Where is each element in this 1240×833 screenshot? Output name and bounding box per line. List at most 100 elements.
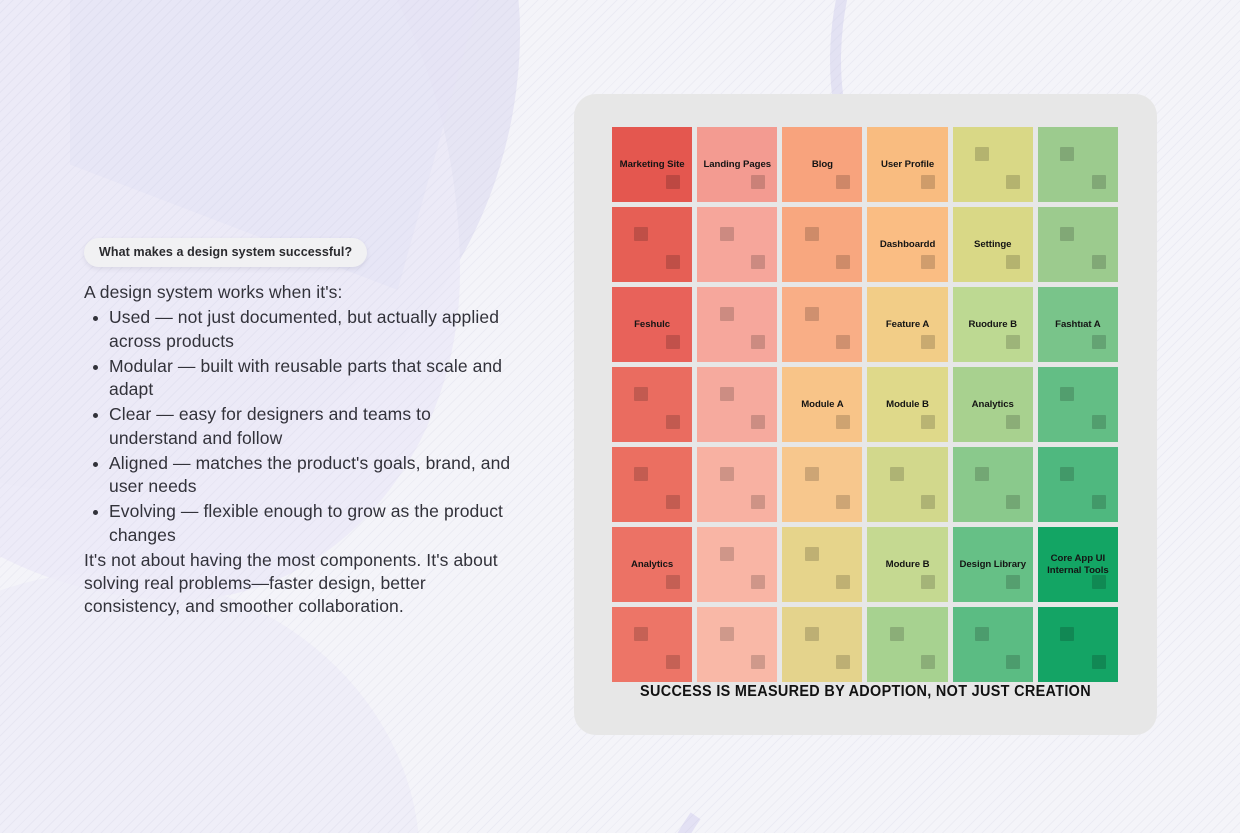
heatmap-cell[interactable] [612, 447, 693, 522]
heatmap-caption: SUCCESS IS MEASURED BY ADOPTION, NOT JUS… [640, 683, 1091, 700]
heatmap-cell[interactable] [1037, 127, 1118, 202]
heatmap-cell-marker-primary [1060, 146, 1075, 161]
heatmap-cell[interactable]: Modure B [867, 527, 948, 602]
heatmap-cell[interactable]: Ruodure B [952, 287, 1033, 362]
heatmap-cell[interactable] [952, 127, 1033, 202]
heatmap-cell-marker-secondary [836, 415, 851, 429]
heatmap-cell[interactable] [782, 527, 863, 602]
heatmap-cell-marker-secondary [921, 255, 936, 269]
heatmap-cell-marker-primary [634, 386, 649, 401]
heatmap-cell-marker-primary [719, 466, 734, 481]
heatmap-cell[interactable]: Feshulc [612, 287, 693, 362]
heatmap-cell-label: Landing Pages [703, 158, 772, 170]
heatmap-cell-label: Ruodure B [968, 318, 1018, 330]
heatmap-cell-marker-secondary [836, 655, 851, 669]
heatmap-cell-marker-secondary [921, 415, 936, 429]
heatmap-cell-label: Design Library [959, 558, 1027, 570]
heatmap-cell[interactable]: Marketing Site [612, 127, 693, 202]
heatmap-cell-marker-secondary [836, 335, 851, 349]
heatmap-cell-marker-primary [1060, 226, 1075, 241]
heatmap-cell-marker-secondary [665, 575, 680, 589]
heatmap-cell-marker-primary [889, 466, 904, 481]
heatmap-cell[interactable] [697, 607, 778, 682]
heatmap-cell[interactable]: Analytics [952, 367, 1033, 442]
heatmap-cell-marker-secondary [665, 415, 680, 429]
heatmap-cell-marker-primary [719, 226, 734, 241]
heatmap-cell[interactable] [1037, 367, 1118, 442]
answer-bullet-list: Used — not just documented, but actually… [84, 306, 516, 547]
heatmap-cell-marker-secondary [836, 255, 851, 269]
heatmap-cell[interactable] [782, 207, 863, 282]
heatmap-cell-marker-primary [804, 546, 819, 561]
heatmap-cell[interactable] [867, 607, 948, 682]
heatmap-cell-marker-secondary [921, 575, 936, 589]
heatmap-cell[interactable]: Core App UI Internal Tools [1037, 527, 1118, 602]
heatmap-cell-label: Marketing Site [619, 158, 685, 170]
heatmap-cell-marker-secondary [1006, 495, 1021, 509]
heatmap-cell-marker-secondary [665, 255, 680, 269]
heatmap-cell[interactable]: Fashtıat A [1037, 287, 1118, 362]
heatmap-cell[interactable] [1037, 607, 1118, 682]
heatmap-cell[interactable]: Feature A [867, 287, 948, 362]
heatmap-cell[interactable]: Module B [867, 367, 948, 442]
heatmap-cell-marker-secondary [836, 495, 851, 509]
list-item: Clear — easy for designers and teams to … [84, 403, 516, 450]
heatmap-cell[interactable] [782, 287, 863, 362]
heatmap-cell[interactable] [697, 367, 778, 442]
heatmap-cell-label: Analytics [971, 398, 1014, 410]
question-chip: What makes a design system successful? [84, 238, 368, 267]
heatmap-cell-marker-primary [889, 626, 904, 641]
heatmap-cell-label: Settinge [974, 238, 1012, 250]
heatmap-cell[interactable]: User Profile [867, 127, 948, 202]
heatmap-cell-marker-primary [804, 226, 819, 241]
heatmap-cell[interactable]: Blog [782, 127, 863, 202]
heatmap-cell-marker-primary [719, 626, 734, 641]
heatmap-cell-marker-secondary [1006, 175, 1021, 189]
heatmap-cell-marker-secondary [1091, 415, 1106, 429]
heatmap-cell-label: Module A [801, 398, 844, 410]
heatmap-cell-marker-primary [804, 466, 819, 481]
heatmap-cell[interactable]: Dashboardd [867, 207, 948, 282]
heatmap-cell-marker-secondary [750, 335, 765, 349]
heatmap-cell-marker-primary [719, 546, 734, 561]
heatmap-cell-marker-secondary [921, 335, 936, 349]
heatmap-cell[interactable] [697, 287, 778, 362]
heatmap-cell[interactable]: Design Library [952, 527, 1033, 602]
heatmap-cell[interactable] [867, 447, 948, 522]
answer-body: A design system works when it's: Used — … [84, 281, 516, 619]
heatmap-cell[interactable] [697, 207, 778, 282]
heatmap-cell[interactable]: Landing Pages [697, 127, 778, 202]
heatmap-cell-marker-secondary [1091, 335, 1106, 349]
heatmap-cell-label: Modure B [885, 558, 930, 570]
heatmap-cell-marker-secondary [665, 655, 680, 669]
heatmap-cell[interactable]: Analytics [612, 527, 693, 602]
heatmap-cell-marker-primary [975, 466, 990, 481]
heatmap-cell-marker-secondary [665, 175, 680, 189]
heatmap-cell[interactable] [782, 607, 863, 682]
list-item: Aligned — matches the product's goals, b… [84, 452, 516, 499]
heatmap-cell[interactable] [612, 607, 693, 682]
heatmap-panel: Marketing Site Landing Pages Blog User Prof… [574, 94, 1157, 735]
list-item: Evolving — flexible enough to grow as th… [84, 500, 516, 547]
heatmap-cell[interactable] [952, 607, 1033, 682]
heatmap-cell[interactable] [697, 527, 778, 602]
heatmap-cell[interactable] [612, 367, 693, 442]
heatmap-cell-marker-secondary [1091, 575, 1106, 589]
heatmap-cell[interactable] [1037, 207, 1118, 282]
heatmap-cell-marker-primary [804, 306, 819, 321]
heatmap-cell-marker-secondary [1091, 255, 1106, 269]
heatmap-cell-marker-primary [719, 386, 734, 401]
heatmap-cell-marker-primary [1060, 626, 1075, 641]
heatmap-cell[interactable]: Module A [782, 367, 863, 442]
heatmap-cell[interactable] [1037, 447, 1118, 522]
heatmap-cell-marker-secondary [750, 255, 765, 269]
heatmap-cell[interactable]: Settinge [952, 207, 1033, 282]
list-item: Used — not just documented, but actually… [84, 306, 516, 353]
heatmap-cell-marker-primary [1060, 466, 1075, 481]
heatmap-cell[interactable] [697, 447, 778, 522]
heatmap-cell[interactable] [782, 447, 863, 522]
heatmap-cell-marker-secondary [1006, 255, 1021, 269]
heatmap-cell-marker-secondary [836, 175, 851, 189]
heatmap-cell[interactable] [952, 447, 1033, 522]
heatmap-cell[interactable] [612, 207, 693, 282]
